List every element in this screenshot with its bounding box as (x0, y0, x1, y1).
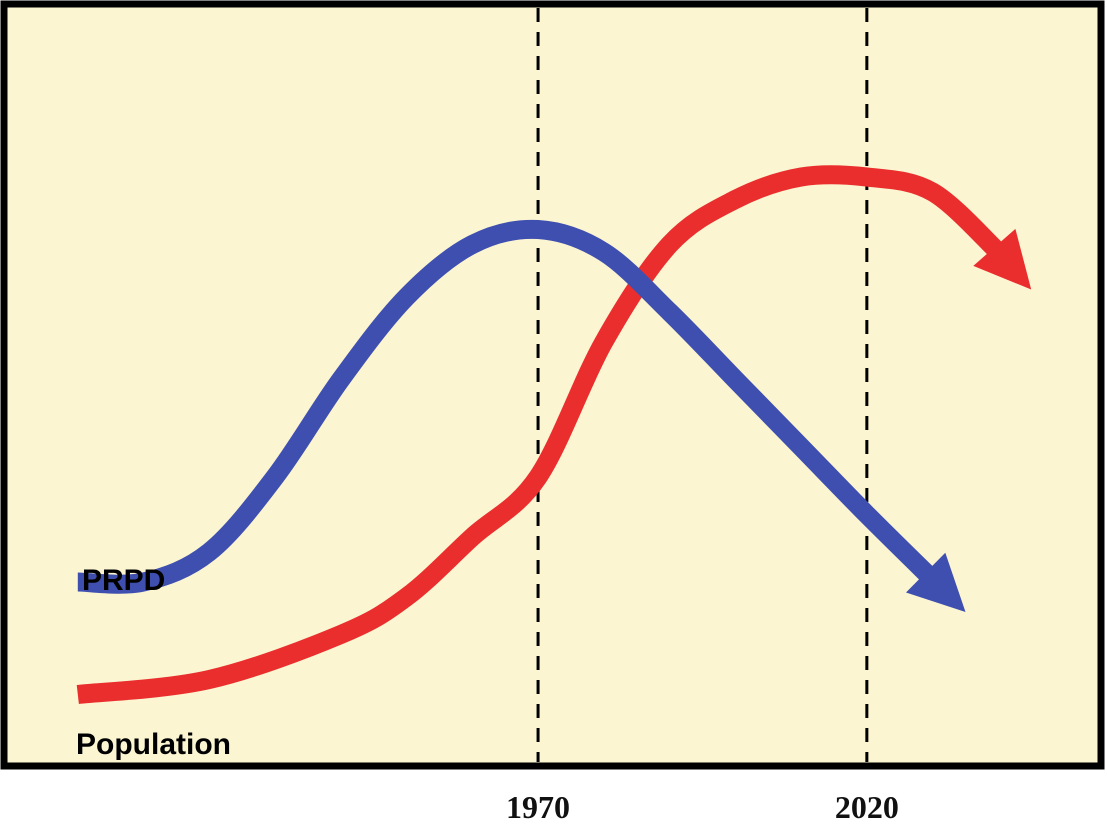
x-axis-ticks: 1970 2020 (506, 789, 899, 825)
series-layer (76, 165, 1032, 704)
series-label-population: Population (76, 728, 231, 761)
plot-area (0, 0, 1105, 770)
x-tick-label-2020: 2020 (835, 789, 899, 825)
series-line-population (76, 165, 1013, 704)
series-arrowhead-population (973, 228, 1032, 290)
series-label-prpd: PRPD (82, 564, 165, 597)
x-tick-label-1970: 1970 (506, 789, 570, 825)
series-arrowhead-prpd (906, 552, 966, 612)
reference-lines (536, 8, 869, 762)
series-line-prpd (77, 219, 936, 594)
